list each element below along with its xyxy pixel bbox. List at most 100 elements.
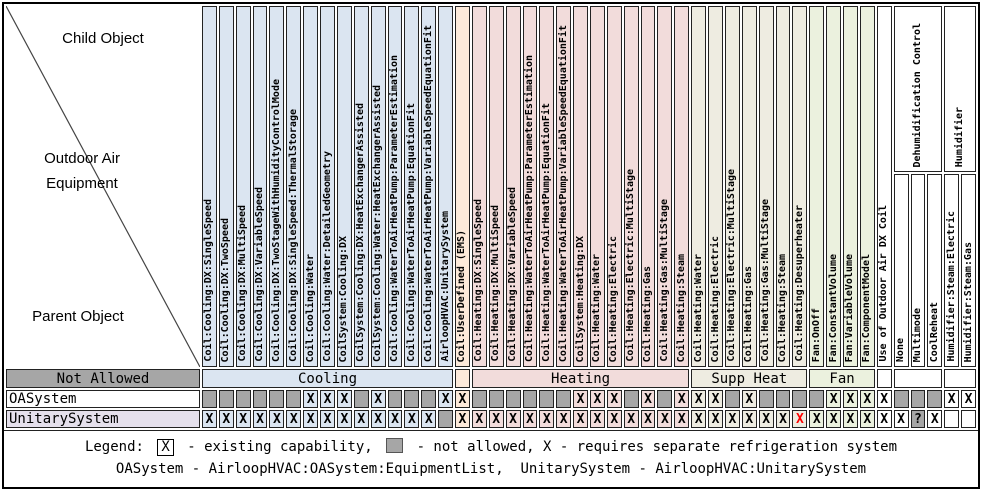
matrix-cell-red-x: X	[792, 410, 808, 428]
matrix-cell-x: X	[573, 390, 588, 408]
column-header-label: Coil:Cooling:Water	[304, 253, 316, 362]
column-header: Coil:Heating:DX:VariableSpeed	[505, 6, 521, 367]
column-header-label: Fan:ComponentModel	[861, 253, 873, 362]
matrix-cell-x: X	[539, 410, 555, 428]
matrix-cell-x: X	[758, 410, 774, 428]
matrix-cell-not-allowed	[724, 390, 740, 408]
column-header: Coil:Cooling:WaterToAirHeatPump:Equation…	[404, 6, 420, 367]
column-header-label: Coil:Heating:Gas	[642, 265, 654, 362]
matrix-cell-not-allowed	[775, 390, 791, 408]
column-header: AirloopHVAC:UnitarySystem	[438, 6, 454, 367]
matrix-cell-not-allowed	[353, 390, 369, 408]
matrix-cell-question: ?	[910, 410, 926, 428]
group-header-heating: Heating	[471, 369, 690, 388]
column-header-label: CoolReheat	[928, 301, 940, 362]
matrix-cell-not-allowed	[252, 390, 268, 408]
column-header: CoilSystem:Cooling:DX:HeatExchangerAssis…	[353, 6, 369, 367]
column-header: CoilSystem:Heating:DX	[573, 6, 588, 367]
column-header-label: Use of Outdoor Air DX Coil	[878, 205, 890, 362]
matrix-cell-x: X	[876, 390, 892, 408]
column-header: Coil:Cooling:DX:SingleSpeed:ThermalStora…	[286, 6, 302, 367]
column-header: Coil:Cooling:Water	[303, 6, 319, 367]
matrix-cell-x: X	[741, 390, 757, 408]
matrix-cell-not-allowed	[910, 390, 926, 408]
column-header: Coil:Cooling:WaterToAirHeatPump:Paramete…	[387, 6, 403, 367]
matrix-cell-not-allowed	[286, 390, 302, 408]
matrix-cell-x: X	[421, 410, 437, 428]
matrix-cell-not-allowed	[657, 390, 673, 408]
matrix-cell-x: X	[876, 410, 892, 428]
column-header-label: Coil:Heating:WaterToAirHeatPump:Variable…	[557, 24, 569, 362]
matrix-cell-x: X	[775, 410, 791, 428]
matrix-cell-x: X	[471, 410, 487, 428]
matrix-cell-x: X	[556, 410, 572, 428]
column-header-label: Coil:Cooling:DX:TwoStageWithHumidityCont…	[270, 79, 282, 362]
matrix-cell-blank	[944, 410, 960, 428]
column-header-label: Coil:Heating:Steam	[675, 253, 687, 362]
matrix-cell-x: X	[404, 410, 420, 428]
column-header: None	[893, 174, 909, 367]
column-header-label: Coil:Heating:DX:VariableSpeed	[507, 187, 519, 362]
column-header: Humidifier:Steam:Gas	[961, 174, 976, 367]
column-header-label: Fan:OnOff	[810, 307, 822, 362]
matrix-cell-not-allowed	[556, 390, 572, 408]
matrix-cell-not-allowed	[404, 390, 420, 408]
matrix-cell-x: X	[843, 390, 858, 408]
matrix-cell-not-allowed	[809, 390, 825, 408]
column-header: Use of Outdoor Air DX Coil	[876, 6, 892, 367]
column-header-label: Humidifier:Steam:Gas	[962, 241, 974, 362]
legend-line-1: Legend: X - existing capability, - not a…	[4, 436, 978, 458]
matrix-cell-x: X	[218, 410, 234, 428]
column-group-label: Humidifier	[954, 106, 966, 167]
column-header-label: Coil:Cooling:DX:TwoSpeed	[220, 217, 232, 363]
column-header: CoilSystem:Cooling:Water:HeatExchangerAs…	[370, 6, 386, 367]
column-header: Coil:Heating:Water	[691, 6, 707, 367]
corner-header: Child Object Outdoor Air Equipment Paren…	[6, 6, 200, 367]
corner-label-parent-object: Parent Object	[32, 308, 124, 325]
group-header-blank	[893, 369, 943, 388]
column-header-label: Coil:Heating:Electric	[608, 235, 620, 362]
column-header-label: None	[895, 337, 907, 362]
matrix-cell-x: X	[235, 410, 251, 428]
column-header: Coil:Heating:DX:MultiSpeed	[488, 6, 504, 367]
column-header-label: Coil:Heating:DX:MultiSpeed	[490, 205, 502, 362]
compatibility-matrix: Child Object Outdoor Air Equipment Paren…	[4, 4, 978, 430]
matrix-cell-not-allowed	[522, 390, 538, 408]
matrix-cell-x: X	[303, 410, 319, 428]
legend-existing-label: - existing capability,	[187, 439, 373, 455]
column-header-label: Multimode	[911, 307, 923, 362]
matrix-cell-x: X	[370, 390, 386, 408]
column-header: Coil:Cooling:Water:DetailedGeometry	[320, 6, 335, 367]
matrix-cell-x: X	[708, 410, 723, 428]
not-allowed-header: Not Allowed	[6, 369, 200, 388]
matrix-cell-not-allowed	[623, 390, 639, 408]
matrix-cell-x: X	[859, 410, 875, 428]
column-header-label: Coil:Cooling:DX:SingleSpeed	[203, 199, 215, 362]
column-header-label: Coil:Heating:Steam	[776, 253, 788, 362]
matrix-cell-x: X	[505, 410, 521, 428]
column-header-label: Coil:Cooling:DX:MultiSpeed	[237, 205, 249, 362]
corner-label-outdoor-air: Outdoor Air	[44, 150, 120, 167]
column-header: CoolReheat	[927, 174, 943, 367]
column-header: Fan:VariableVolume	[843, 6, 858, 367]
matrix-cell-x: X	[691, 390, 707, 408]
matrix-cell-x: X	[269, 410, 285, 428]
matrix-cell-x: X	[353, 410, 369, 428]
column-header-label: Coil:Heating:Water	[692, 253, 704, 362]
column-header-label: Coil:Cooling:WaterToAirHeatPump:Paramete…	[388, 54, 400, 362]
column-header: CoilSystem:Cooling:DX	[336, 6, 352, 367]
matrix-cell-x: X	[303, 390, 319, 408]
column-group-header: Humidifier	[944, 6, 976, 172]
group-header-cooling: Cooling	[202, 369, 454, 388]
matrix-cell-x: X	[927, 410, 943, 428]
column-header-label: Coil:Cooling:Water:DetailedGeometry	[321, 151, 333, 362]
corner-label-equipment: Equipment	[46, 175, 118, 192]
group-header-blank	[944, 369, 976, 388]
matrix-cell-not-allowed	[218, 390, 234, 408]
column-header: Coil:Heating:DX:SingleSpeed	[471, 6, 487, 367]
matrix-cell-x: X	[708, 390, 723, 408]
column-header-label: Coil:Heating:WaterToAirHeatPump:Paramete…	[523, 54, 535, 362]
column-header: Coil:Heating:WaterToAirHeatPump:Paramete…	[522, 6, 538, 367]
matrix-cell-not-allowed	[421, 390, 437, 408]
